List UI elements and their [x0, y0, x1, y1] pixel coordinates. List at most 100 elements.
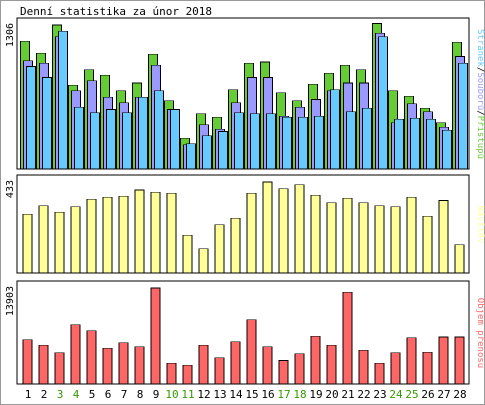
bar-n-v-t-v-day-8 — [134, 189, 145, 274]
bar-str-nek-day-15 — [250, 113, 260, 170]
x-label-day-2: 2 — [41, 388, 48, 401]
bar-n-v-t-v-day-25 — [406, 197, 417, 274]
x-label-day-11: 11 — [181, 388, 194, 401]
bar-str-nek-day-27 — [442, 130, 452, 170]
bar-n-v-t-v-day-23 — [374, 205, 385, 274]
bar-objem-p-enosu-day-23 — [374, 362, 385, 385]
bar-objem-p-enosu-day-16 — [262, 346, 273, 385]
bar-n-v-t-v-day-28 — [454, 244, 465, 274]
x-label-day-25: 25 — [405, 388, 418, 401]
bar-str-nek-day-14 — [234, 112, 244, 170]
x-label-day-19: 19 — [309, 388, 322, 401]
x-label-day-22: 22 — [357, 388, 370, 401]
bar-n-v-t-v-day-1 — [22, 213, 33, 274]
bar-str-nek-day-3 — [58, 30, 68, 170]
bar-n-v-t-v-day-14 — [230, 218, 241, 274]
bar-n-v-t-v-day-6 — [102, 197, 113, 274]
x-label-day-28: 28 — [453, 388, 466, 401]
bar-n-v-t-v-day-4 — [70, 206, 81, 274]
x-label-day-27: 27 — [437, 388, 450, 401]
bar-str-nek-day-28 — [458, 62, 468, 170]
x-axis-day-labels: 1 2 3 4 5 6 7 8 9 10 11 12 13 14 15 16 17 18 19 20 21 22 23 24 2… — [25, 388, 467, 401]
y-max-label: 1306 — [5, 23, 16, 47]
bar-objem-p-enosu-day-3 — [54, 352, 65, 385]
x-label-day-9: 9 — [153, 388, 160, 401]
x-label-day-14: 14 — [229, 388, 243, 401]
legend-entry: Objem přenosu — [475, 298, 485, 368]
bar-str-nek-day-1 — [26, 66, 36, 170]
bar-objem-p-enosu-day-26 — [422, 351, 433, 385]
bar-str-nek-day-25 — [410, 117, 420, 170]
bar-str-nek-day-22 — [362, 108, 372, 170]
y-max-label: 13903 — [5, 286, 16, 316]
bar-objem-p-enosu-day-11 — [182, 365, 193, 385]
x-label-day-4: 4 — [73, 388, 80, 401]
x-label-day-13: 13 — [213, 388, 226, 401]
bar-str-nek-day-9 — [154, 90, 164, 170]
x-label-day-6: 6 — [105, 388, 112, 401]
x-label-day-26: 26 — [421, 388, 434, 401]
bar-objem-p-enosu-day-17 — [278, 360, 289, 385]
bar-str-nek-day-19 — [314, 115, 324, 170]
bar-n-v-t-v-day-9 — [150, 191, 161, 274]
x-label-day-23: 23 — [373, 388, 386, 401]
panel-frame — [16, 280, 470, 385]
bar-str-nek-day-20 — [330, 89, 340, 170]
bar-objem-p-enosu-day-19 — [310, 336, 321, 385]
bar-objem-p-enosu-day-7 — [118, 342, 129, 385]
chart-panel-1: 1306 Stránek/Souborů/Přístupů — [5, 17, 485, 170]
legend-entry: Návštěv — [475, 206, 485, 244]
bar-objem-p-enosu-day-6 — [102, 347, 113, 385]
panel-frame — [16, 174, 470, 274]
chart-panel-3: 13903 Objem přenosu — [5, 280, 485, 385]
chart-panel-2: 433 Návštěv — [5, 174, 485, 274]
x-label-day-21: 21 — [341, 388, 354, 401]
x-label-day-20: 20 — [325, 388, 338, 401]
bar-n-v-t-v-day-7 — [118, 195, 129, 274]
x-label-day-10: 10 — [165, 388, 178, 401]
bar-objem-p-enosu-day-22 — [358, 349, 369, 385]
bar-str-nek-day-16 — [266, 113, 276, 170]
bar-n-v-t-v-day-10 — [166, 192, 177, 274]
legend: Objem přenosu — [475, 298, 485, 368]
legend: Stránek/Souborů/Přístupů — [475, 29, 485, 159]
bar-str-nek-day-7 — [122, 112, 132, 170]
bar-objem-p-enosu-day-28 — [454, 336, 465, 385]
bar-n-v-t-v-day-5 — [86, 199, 97, 274]
bar-n-v-t-v-day-20 — [326, 202, 337, 274]
chart-title: Denní statistika za únor 2018 — [20, 5, 212, 18]
bar-n-v-t-v-day-24 — [390, 206, 401, 274]
bar-str-nek-day-11 — [186, 143, 196, 170]
bar-n-v-t-v-day-18 — [294, 184, 305, 274]
bar-n-v-t-v-day-16 — [262, 181, 273, 274]
chart-panels: 1306 Stránek/Souborů/Přístupů433Návštěv13… — [5, 17, 485, 385]
bar-n-v-t-v-day-17 — [278, 188, 289, 274]
bar-n-v-t-v-day-12 — [198, 248, 209, 274]
bar-objem-p-enosu-day-2 — [38, 345, 49, 385]
legend: Návštěv — [475, 206, 485, 244]
bar-str-nek-day-26 — [426, 119, 436, 170]
bar-objem-p-enosu-day-21 — [342, 291, 353, 385]
bar-n-v-t-v-day-15 — [246, 192, 257, 274]
bar-objem-p-enosu-day-15 — [246, 319, 257, 385]
x-label-day-3: 3 — [57, 388, 64, 401]
legend-entry: Souborů — [475, 72, 485, 110]
bar-n-v-t-v-day-13 — [214, 224, 225, 274]
bar-str-nek-day-5 — [90, 112, 100, 170]
x-label-day-12: 12 — [197, 388, 210, 401]
legend-separator: / — [475, 67, 485, 72]
x-label-day-24: 24 — [389, 388, 403, 401]
bar-objem-p-enosu-day-12 — [198, 345, 209, 385]
bar-objem-p-enosu-day-10 — [166, 362, 177, 385]
legend-entry: Přístupů — [475, 116, 485, 159]
bar-str-nek-day-13 — [218, 131, 228, 170]
bar-objem-p-enosu-day-27 — [438, 336, 449, 385]
bar-objem-p-enosu-day-25 — [406, 337, 417, 385]
bar-objem-p-enosu-day-4 — [70, 324, 81, 385]
bar-n-v-t-v-day-22 — [358, 202, 369, 274]
legend-entry: Stránek — [475, 29, 485, 68]
bar-objem-p-enosu-day-18 — [294, 353, 305, 385]
bar-n-v-t-v-day-3 — [54, 211, 65, 274]
